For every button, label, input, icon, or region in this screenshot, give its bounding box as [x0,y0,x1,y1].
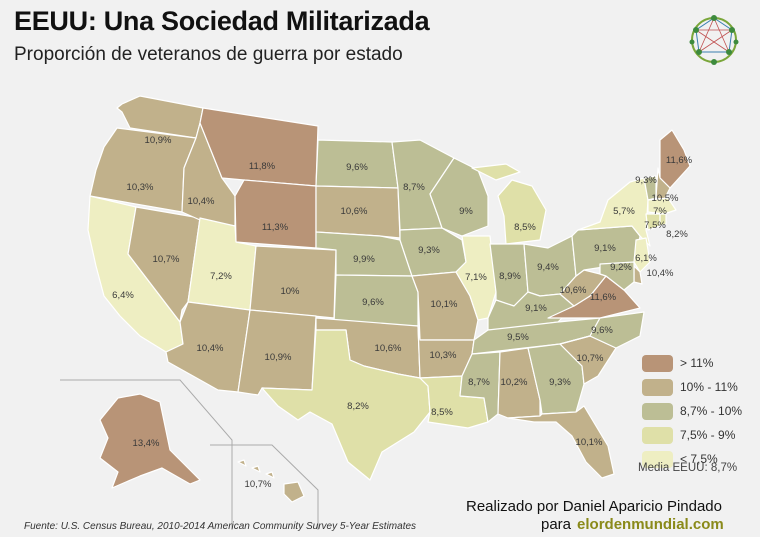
label-SC: 10,7% [577,353,604,364]
legend-swatch [642,450,673,468]
label-IN: 8,9% [499,271,521,282]
label-OR: 10,3% [127,182,154,193]
state-MI [471,163,547,245]
state-CO [249,245,337,319]
label-VA: 11,6% [590,292,617,303]
state-VT [643,175,657,201]
legend-item-gt11: > 11% [642,352,757,374]
state-WY [234,179,317,249]
label-AK: 13,4% [133,438,160,449]
label-VT: 9,3% [635,175,657,186]
legend: > 11% 10% - 11% 8,7% - 10% 7,5% - 9% < 7… [642,352,757,472]
label-OK: 10,6% [375,343,402,354]
legend-item-lt75: < 7,5% [642,448,757,470]
state-MT [199,107,319,187]
legend-label: 10% - 11% [680,380,738,394]
label-ND: 9,6% [346,162,368,173]
label-TX: 8,2% [347,401,369,412]
label-TN: 9,5% [507,332,529,343]
map-title: EEUU: Una Sociedad Militarizada [14,6,430,36]
state-KS [333,274,419,327]
label-RI: 8,2% [666,229,688,240]
label-FL: 10,1% [576,437,603,448]
label-MI: 8,5% [514,222,536,233]
label-WA: 10,9% [145,135,172,146]
source-note: Fuente: U.S. Census Bureau, 2010-2014 Am… [24,521,417,532]
alaska-inset-border [60,379,233,530]
legend-label: 7,5% - 9% [680,428,736,442]
label-NY: 5,7% [613,206,635,217]
label-CO: 10% [280,286,300,297]
label-NC: 9,6% [591,325,613,336]
label-PA: 9,1% [594,243,616,254]
legend-item-10-11: 10% - 11% [642,376,757,398]
label-NJ: 6,1% [635,253,657,264]
label-UT: 7,2% [210,271,232,282]
legend-item-87-10: 8,7% - 10% [642,400,757,422]
legend-label: > 11% [680,356,714,370]
state-MA [647,197,677,215]
legend-label: 8,7% - 10% [680,404,743,418]
label-AL: 10,2% [501,377,528,388]
credit-para: para [541,516,572,533]
credit-author: Realizado por Daniel Aparicio Pindado [466,498,722,515]
state-AK [99,393,201,489]
label-NE: 9,9% [353,254,375,265]
legend-swatch [642,354,673,372]
label-WV: 10,6% [560,285,587,296]
legend-swatch [642,402,673,420]
label-MD: 9,2% [610,262,632,273]
hawaii-inset-border [210,444,319,530]
label-IA: 9,3% [418,245,440,256]
label-MN: 8,7% [403,182,425,193]
credit-site-line: para elordenmundial.com [541,516,724,533]
credit-site-link[interactable]: elordenmundial.com [577,516,724,533]
legend-item-75-9: 7,5% - 9% [642,424,757,446]
label-LA: 8,5% [431,407,453,418]
legend-mean: Media EEUU: 8,7% [638,462,738,474]
state-WI [429,157,489,237]
label-ID: 10,4% [188,196,215,207]
state-NC [559,311,645,349]
state-HI [237,459,305,503]
label-MO: 10,1% [431,299,458,310]
state-TX [261,329,431,481]
label-KY: 9,1% [525,303,547,314]
label-IL: 7,1% [465,272,487,283]
state-SD [315,185,401,239]
map-subtitle: Proporción de veteranos de guerra por es… [14,44,403,65]
label-NM: 10,9% [265,352,292,363]
label-OH: 9,4% [537,262,559,273]
label-NV: 10,7% [153,254,180,265]
legend-label: < 7,5% [680,452,718,466]
label-ME: 11,6% [666,155,693,166]
label-AR: 10,3% [430,350,457,361]
label-KS: 9,6% [362,297,384,308]
label-NH: 10,5% [652,193,679,204]
label-WY: 11,3% [262,222,289,233]
state-MD [599,261,635,291]
label-AZ: 10,4% [197,343,224,354]
label-GA: 9,3% [549,377,571,388]
label-MS: 8,7% [468,377,490,388]
label-SD: 10,6% [341,206,368,217]
state-NJ [633,237,651,273]
label-MA: 7% [653,206,667,217]
site-logo-icon [689,15,739,65]
label-CT: 7,5% [644,220,666,231]
label-MT: 11,8% [249,161,276,172]
label-CA: 6,4% [112,290,134,301]
label-WI: 9% [459,206,473,217]
legend-swatch [642,378,673,396]
state-RI [659,213,667,227]
state-FL [507,405,615,479]
label-HI: 10,7% [245,479,272,490]
label-DE: 10,4% [647,268,674,279]
legend-swatch [642,426,673,444]
